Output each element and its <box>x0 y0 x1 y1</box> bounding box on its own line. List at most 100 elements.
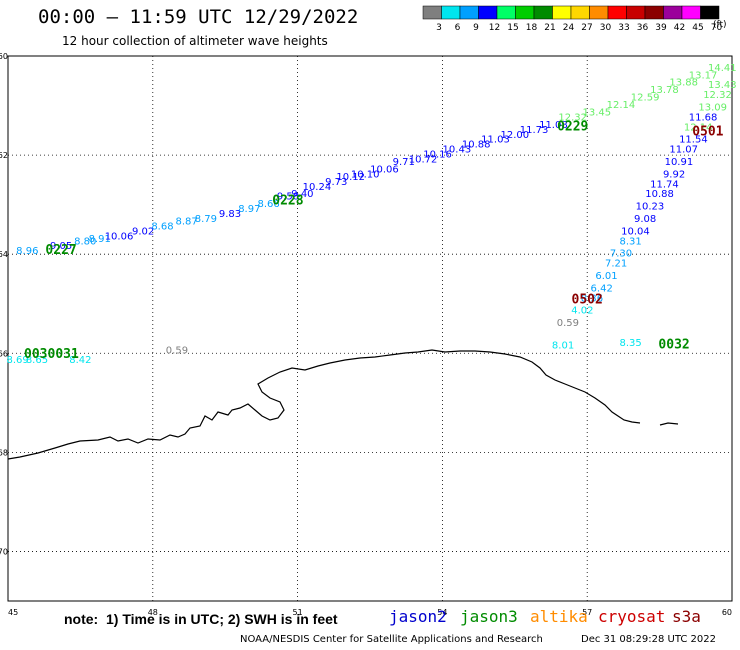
wave-height-label: 10.88 <box>462 140 491 151</box>
wave-height-label: 10.16 <box>423 150 452 161</box>
legend-swatch <box>663 5 683 20</box>
wave-height-label: 9.71 <box>393 157 415 168</box>
legend-tick-label: 27 <box>581 23 592 33</box>
wave-height-label: 12.14 <box>684 122 713 133</box>
legend-tick-label: 30 <box>600 23 612 33</box>
wave-height-label: 12.00 <box>500 130 529 141</box>
legend-tick-label: 33 <box>618 23 629 33</box>
lat-tick-label: -68 <box>0 448 8 457</box>
legend-swatch <box>700 5 720 20</box>
wave-height-label: 11.73 <box>520 125 549 136</box>
wave-height-label: 10.23 <box>636 202 665 213</box>
legend-tick-label: 42 <box>674 23 685 33</box>
legend-tick-label: 39 <box>655 23 667 33</box>
wave-height-label: 8.96 <box>16 246 38 257</box>
wave-height-label: 8.66 <box>258 199 280 210</box>
lat-tick-label: -70 <box>0 547 8 556</box>
wave-height-label: 8.42 <box>69 355 91 366</box>
legend-tick-label: 15 <box>507 23 518 33</box>
wave-height-label: 8.01 <box>552 340 574 351</box>
legend-altika: altika <box>530 607 588 626</box>
legend-cryosat: cryosat <box>598 607 666 626</box>
wave-height-label: 11.74 <box>650 179 679 190</box>
legend-tick-label: 21 <box>544 23 555 33</box>
lon-tick-label: 48 <box>148 608 158 617</box>
wave-height-label: 12.32 <box>703 90 732 101</box>
pass-time-label: 0229 <box>557 119 588 134</box>
wave-height-label: 13.78 <box>650 85 679 96</box>
wave-height-label: 8.65 <box>26 355 48 366</box>
wave-height-label: 13.43 <box>708 80 737 91</box>
legend-tick-label: 24 <box>563 23 575 33</box>
legend-swatch <box>570 5 590 20</box>
wave-height-label: 8.87 <box>175 216 197 227</box>
wave-height-label: 10.43 <box>443 145 472 156</box>
legend-tick-label: 18 <box>526 23 538 33</box>
coastline-path <box>7 349 641 460</box>
wave-height-label: 8.80 <box>74 236 96 247</box>
color-legend: 3 6 9 12 15 18 21 24 27 30 33 36 39 42 45 70 <box>422 5 722 33</box>
lon-tick-label: 54 <box>437 608 447 617</box>
legend-jason3: jason3 <box>460 607 518 626</box>
wave-height-label: 10.12 <box>336 172 365 183</box>
legend-swatch <box>681 5 701 20</box>
wave-height-label: 10.24 <box>303 182 332 193</box>
legend-tick-label: 6 <box>455 23 461 33</box>
wave-height-label: 14.41 <box>708 63 737 74</box>
legend-jason2: jason2 <box>389 607 447 626</box>
legend-unit: (ft) <box>713 20 727 30</box>
wave-height-label: 11.68 <box>689 112 718 123</box>
coastline-islet <box>659 422 679 426</box>
legend-swatch <box>496 5 516 20</box>
lat-tick-label: -62 <box>0 151 8 160</box>
credit-line: NOAA/NESDIS Center for Satellite Applica… <box>240 634 543 645</box>
wave-height-label: 7.30 <box>610 249 632 260</box>
wave-height-label: 9.92 <box>663 169 685 180</box>
wave-height-label: 10.72 <box>409 155 438 166</box>
pass-time-label: 0227 <box>45 243 76 258</box>
legend-swatch <box>533 5 553 20</box>
lon-tick-label: 45 <box>8 608 18 617</box>
wave-height-label: 8.97 <box>238 204 260 215</box>
wave-height-label: 10.88 <box>645 189 674 200</box>
legend-swatch <box>589 5 609 20</box>
wave-height-label: 8.79 <box>195 214 217 225</box>
grid: 45 48 51 54 57 60 -60 -62 -64 -66 -68 -70 <box>0 52 733 617</box>
wave-height-label: 12.59 <box>631 93 660 104</box>
wave-height-label: 12.32 <box>558 112 587 123</box>
legend-swatch <box>441 5 461 20</box>
legend-tick-label: 9 <box>473 23 479 33</box>
pass-time-label: 0501 <box>692 124 723 139</box>
wave-height-label: 10.91 <box>665 157 694 168</box>
lat-tick-label: -64 <box>0 250 8 259</box>
wave-height-label: 13.45 <box>583 107 612 118</box>
wave-height-label: 0.59 <box>166 345 188 356</box>
wave-height-label: 8.68 <box>151 221 173 232</box>
wave-height-label: 4.02 <box>571 306 593 317</box>
wave-height-label: 8.69 <box>7 355 29 366</box>
legend-swatch <box>607 5 627 20</box>
wave-height-label: 11.54 <box>679 135 708 146</box>
legend-swatch <box>459 5 479 20</box>
map-frame <box>7 55 733 602</box>
wave-height-label: 10.06 <box>370 164 399 175</box>
wave-height-label: 9.73 <box>325 177 347 188</box>
wave-height-label: 6.01 <box>595 271 617 282</box>
wave-height-label: 12.14 <box>607 100 636 111</box>
legend-s3a: s3a <box>672 607 701 626</box>
wave-height-label: 13.17 <box>689 70 718 81</box>
lat-tick-label: -60 <box>0 52 8 61</box>
pass-labels: 0227 0228 0229 0501 0502 0030031 0032 <box>24 119 724 362</box>
wave-height-label: 6.42 <box>591 283 613 294</box>
legend-swatch <box>478 5 498 20</box>
footnote: note: 1) Time is in UTC; 2) SWH is in fe… <box>64 611 338 627</box>
lon-tick-label: 51 <box>293 608 303 617</box>
coastline <box>7 349 679 460</box>
wave-height-label: 11.08 <box>539 120 568 131</box>
wave-height-label: 10.10 <box>351 169 380 180</box>
lat-tick-label: -66 <box>0 349 8 358</box>
wave-height-label: 11.03 <box>481 135 510 146</box>
wave-height-label: 13.88 <box>669 78 698 89</box>
